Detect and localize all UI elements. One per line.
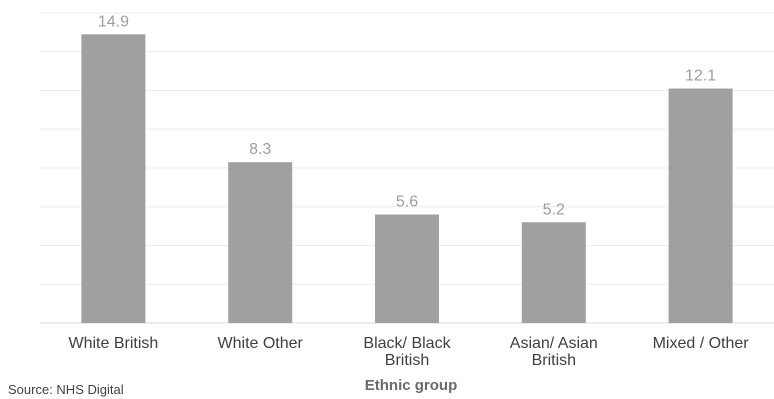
bars bbox=[81, 34, 733, 323]
category-label-4: Mixed / Other bbox=[653, 335, 750, 352]
value-label-3: 5.2 bbox=[543, 201, 565, 218]
category-tick-labels: White British White Other Black/ Black Brit… bbox=[69, 335, 750, 369]
value-label-1: 8.3 bbox=[249, 141, 271, 158]
bar-0 bbox=[81, 34, 146, 323]
value-label-4: 12.1 bbox=[685, 68, 716, 85]
bar-1 bbox=[228, 162, 293, 323]
bar-3 bbox=[521, 222, 586, 323]
bar-2 bbox=[375, 214, 439, 323]
category-label-2: Black/ Black British bbox=[363, 335, 451, 369]
source-note: Source: NHS Digital bbox=[8, 382, 124, 397]
category-label-3: Asian/ Asian British bbox=[510, 335, 598, 369]
bar-4 bbox=[668, 88, 733, 323]
value-labels: 14.9 8.3 5.6 5.2 12.1 bbox=[98, 13, 716, 218]
value-label-2: 5.6 bbox=[396, 194, 418, 211]
category-label-1: White Other bbox=[218, 335, 304, 352]
value-label-0: 14.9 bbox=[98, 13, 129, 30]
x-axis-title: Ethnic group bbox=[365, 377, 458, 394]
category-label-0: White British bbox=[69, 335, 159, 352]
